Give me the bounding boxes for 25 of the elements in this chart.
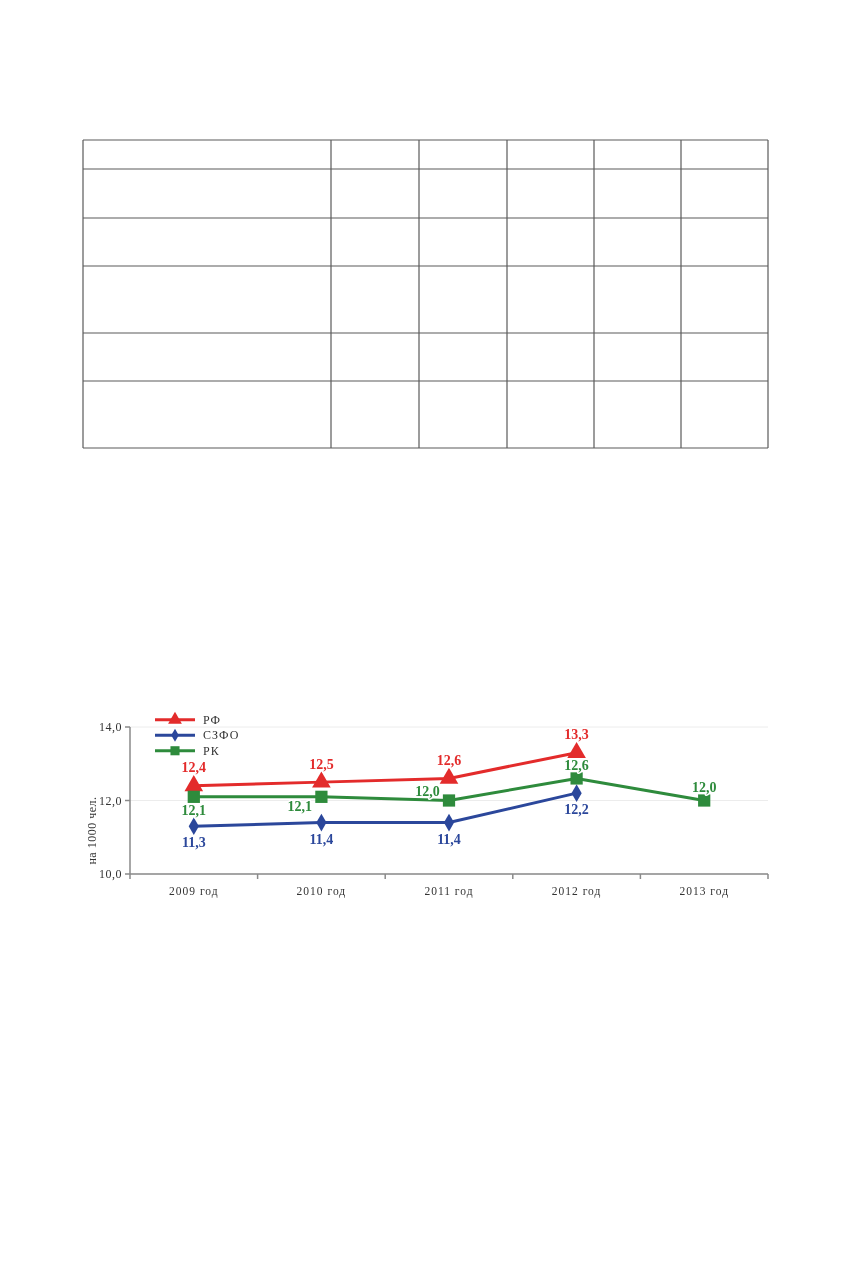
x-tick-label: 2009 год — [169, 885, 219, 898]
data-label: 11,3 — [181, 835, 206, 851]
x-tick-label: 2011 год — [424, 885, 474, 898]
data-label: 12,5 — [309, 756, 334, 772]
data-label: 12,2 — [564, 802, 589, 818]
data-label: 12,0 — [691, 779, 717, 795]
legend-label: СЗФО — [203, 728, 240, 743]
y-axis-title: на 1000 чел. — [85, 796, 99, 865]
data-label: 11,4 — [437, 831, 461, 847]
data-label: 12,1 — [181, 803, 207, 819]
x-tick-label: 2012 год — [551, 885, 602, 898]
x-tick-label: 2010 год — [296, 885, 347, 898]
y-tick-label: 14,0 — [99, 720, 122, 735]
data-label: 13,3 — [564, 727, 589, 743]
data-label: 12,6 — [436, 753, 462, 769]
data-label: 12,0 — [415, 783, 440, 799]
data-label: 11,4 — [309, 831, 334, 847]
legend-label: РК — [203, 743, 220, 758]
y-tick-label: 10,0 — [99, 867, 122, 882]
y-tick-label: 12,0 — [99, 793, 122, 808]
data-label: 12,4 — [181, 760, 207, 776]
x-tick-label: 2013 год — [679, 885, 729, 898]
data-label: 12,6 — [564, 757, 589, 773]
legend-label: РФ — [203, 712, 221, 727]
data-label: 12,1 — [287, 799, 313, 815]
